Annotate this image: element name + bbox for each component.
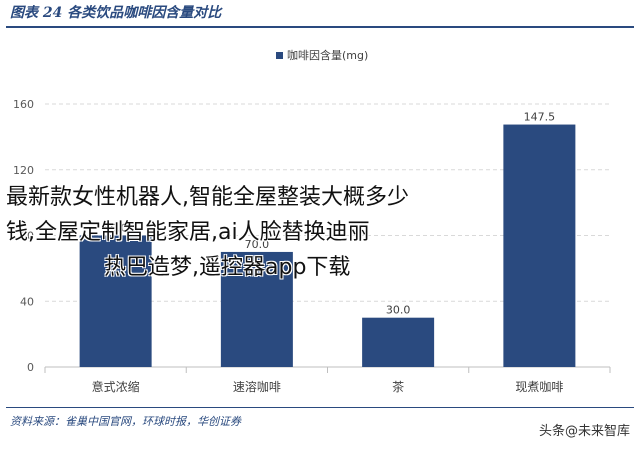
overlay-text: 最新款女性机器人,智能全屋整装大概多少 钱,全屋定制智能家居,ai人脸替换迪丽 … <box>6 180 636 285</box>
x-tick-label: 速溶咖啡 <box>233 379 281 394</box>
y-tick-label: 160 <box>13 98 34 111</box>
watermark: 头条@未来智库 <box>538 424 630 439</box>
y-tick-label: 80 <box>20 230 34 243</box>
bar <box>362 317 435 367</box>
title-divider <box>6 26 634 28</box>
bar <box>220 251 293 367</box>
y-tick-label: 40 <box>20 295 34 308</box>
data-label: 30.0 <box>386 304 411 317</box>
y-tick-label: 120 <box>13 164 34 177</box>
bar <box>503 124 576 367</box>
x-tick-label: 现煮咖啡 <box>515 379 563 394</box>
y-tick-label: 0 <box>27 361 34 374</box>
data-label: 70.0 <box>245 238 270 251</box>
x-tick-label: 意式浓缩 <box>92 379 140 394</box>
overlay-line-3: 热巴造梦,遥控器app下载 <box>104 255 351 280</box>
legend-label: 咖啡因含量(mg) <box>287 48 368 62</box>
legend-swatch <box>276 52 283 59</box>
overlay-line-1: 最新款女性机器人,智能全屋整装大概多少 <box>6 185 409 210</box>
data-label: 80.0 <box>103 222 128 235</box>
data-label: 147.5 <box>524 111 556 124</box>
source-note: 资料来源：雀巢中国官网，环球时报，华创证券 <box>10 415 241 428</box>
figure-title: 图表 24 各类饮品咖啡因含量对比 <box>10 5 222 21</box>
x-tick-label: 茶 <box>392 379 404 394</box>
source-divider <box>6 407 634 408</box>
overlay-line-2: 钱,全屋定制智能家居,ai人脸替换迪丽 <box>6 220 370 245</box>
bar <box>79 235 152 367</box>
